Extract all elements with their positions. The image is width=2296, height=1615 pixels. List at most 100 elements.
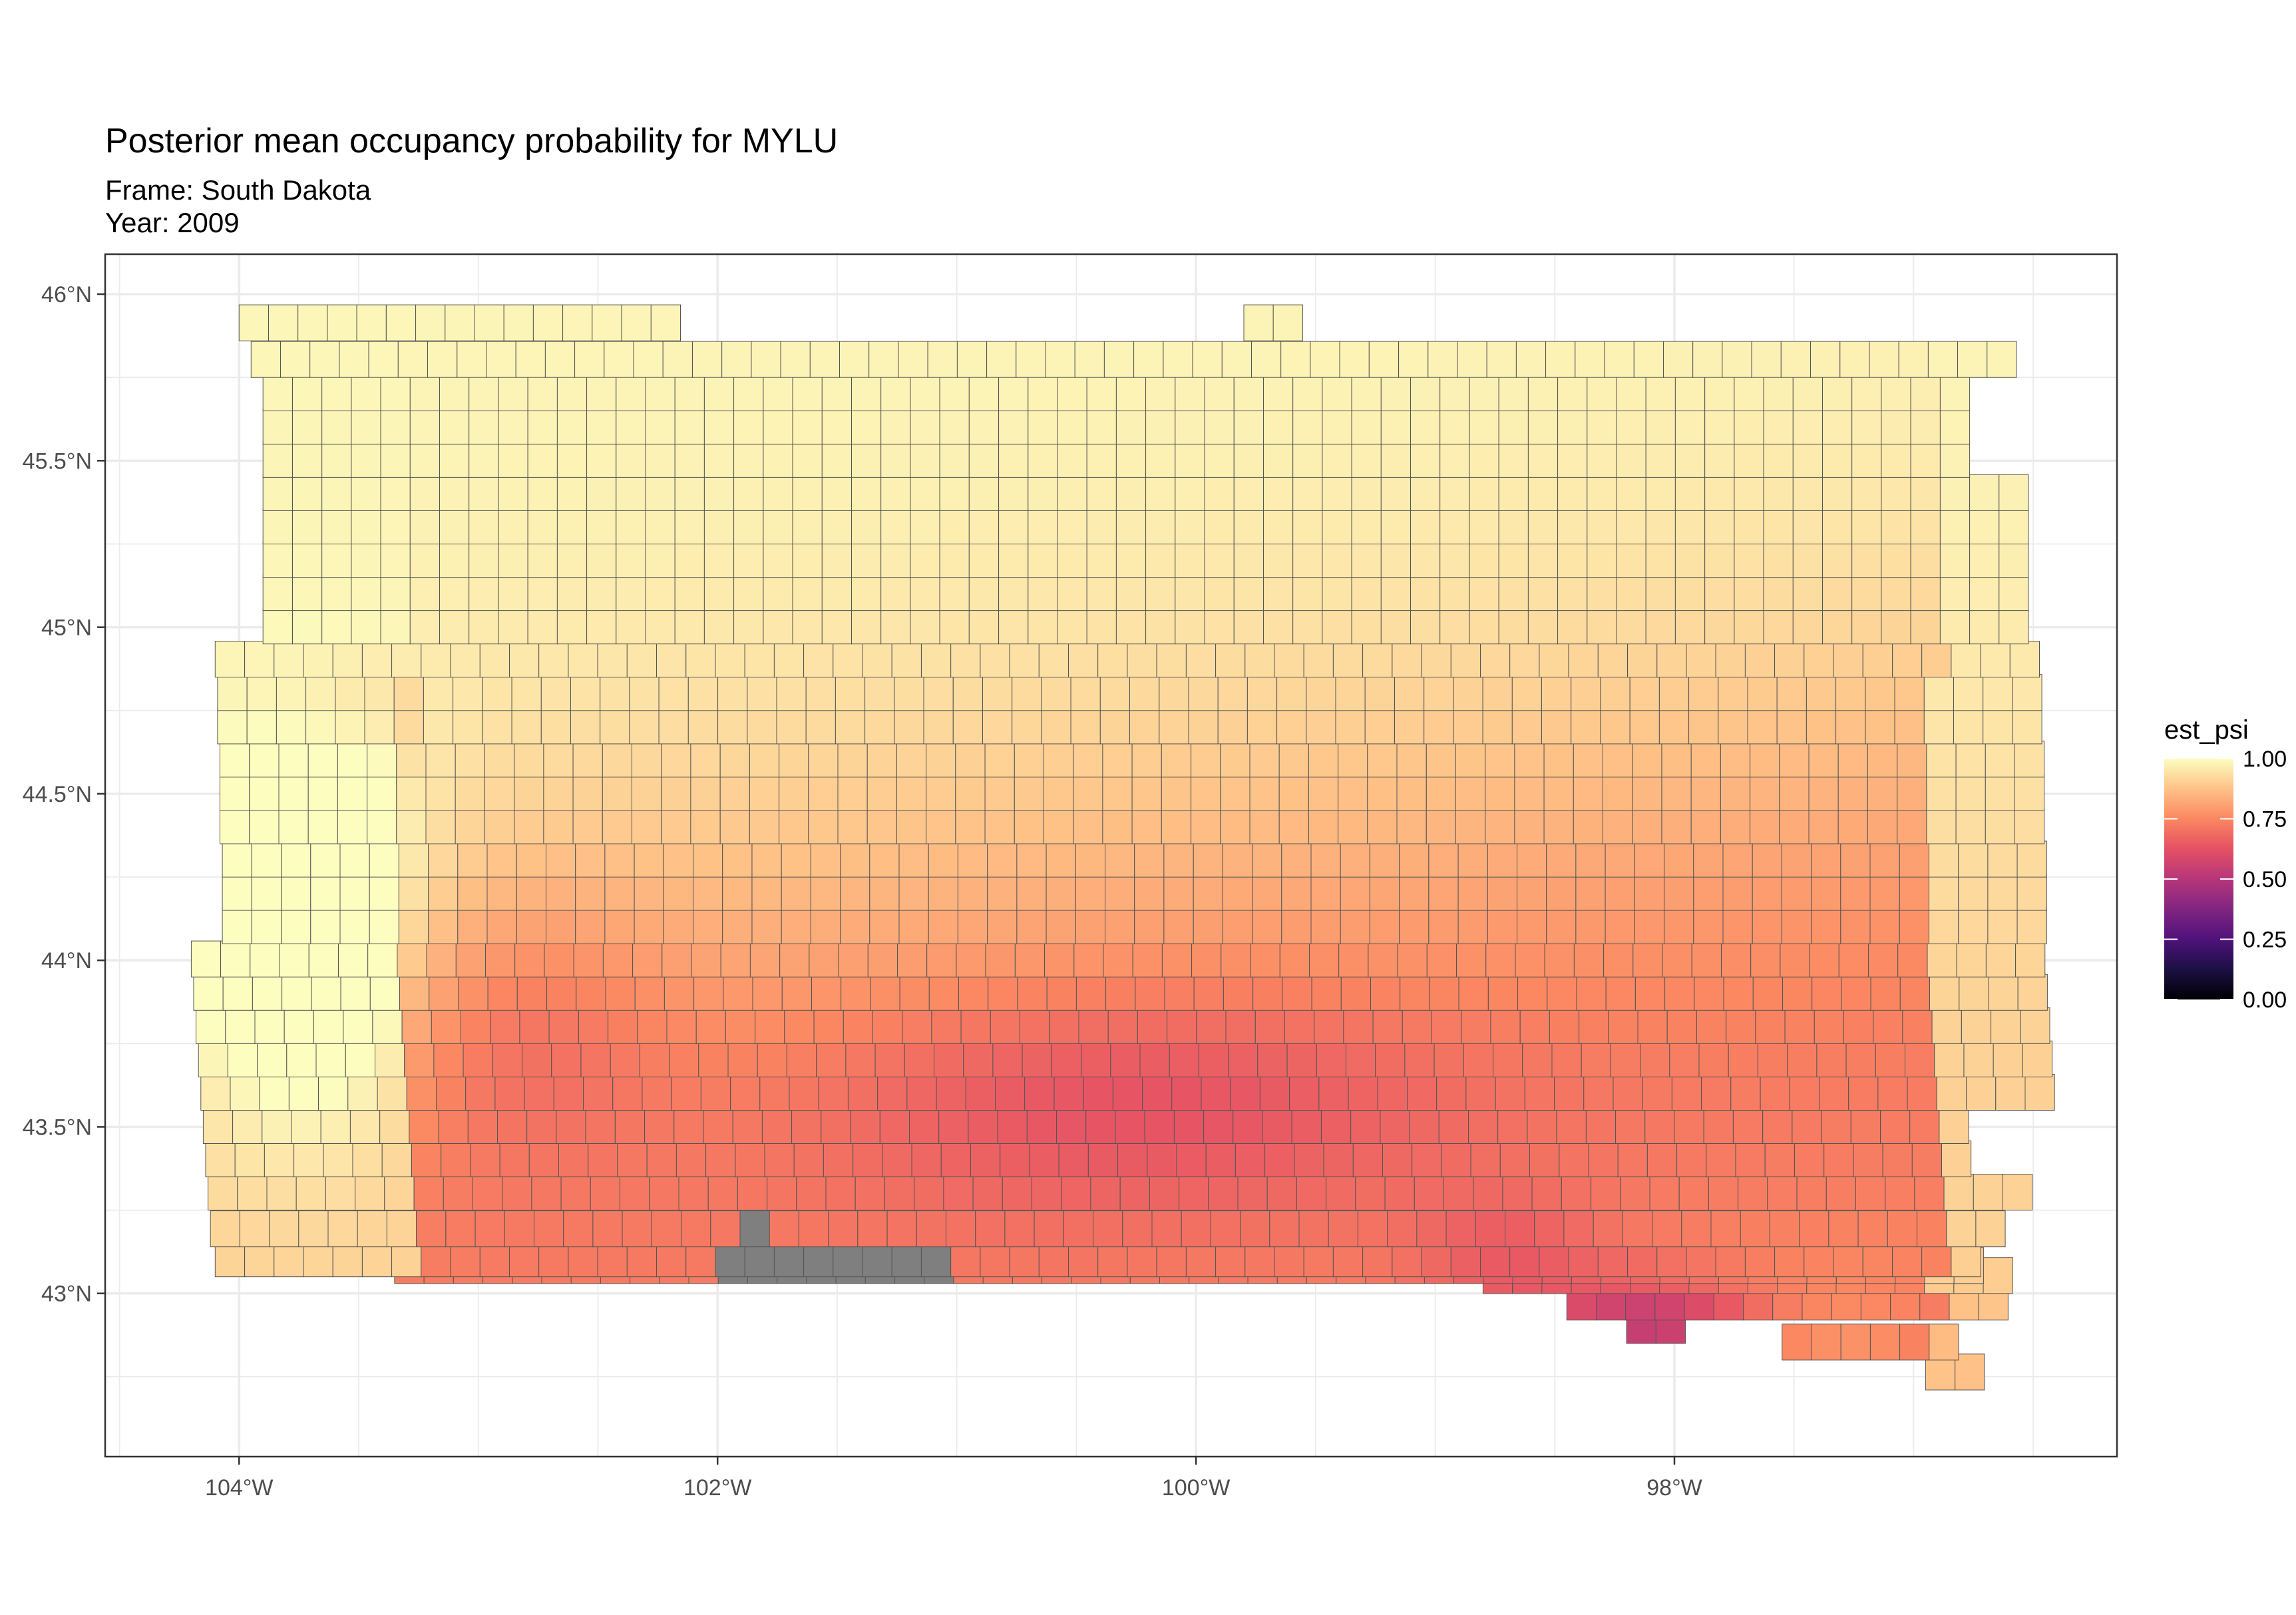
grid-cell <box>1923 707 1955 745</box>
grid-cell <box>321 374 352 411</box>
grid-cell <box>1233 474 1264 512</box>
grid-cell <box>1469 407 1499 445</box>
grid-cell <box>792 541 823 578</box>
grid-cell <box>985 940 1016 978</box>
grid-cell <box>1115 474 1147 512</box>
grid-cell <box>1416 1210 1447 1248</box>
grid-cell <box>369 974 400 1011</box>
grid-cell <box>522 1040 552 1077</box>
grid-cell <box>1322 541 1352 578</box>
grid-cell <box>828 1210 859 1248</box>
grid-cell <box>409 474 440 512</box>
grid-cell <box>1608 1007 1638 1044</box>
grid-cell <box>1485 774 1515 811</box>
grid-cell <box>1722 907 1753 944</box>
legend-label: 0.00 <box>2243 987 2287 1013</box>
grid-cell <box>1502 1174 1533 1211</box>
grid-cell <box>1527 1107 1557 1145</box>
grid-cell <box>1693 874 1724 911</box>
grid-cell <box>869 840 900 878</box>
grid-cell <box>1012 707 1042 745</box>
grid-cell <box>899 974 930 1011</box>
grid-cell <box>674 608 705 645</box>
grid-cell <box>1726 1007 1756 1044</box>
grid-cell <box>1498 474 1529 512</box>
grid-cell <box>958 874 988 911</box>
grid-cell <box>1439 474 1470 512</box>
grid-cell <box>556 541 588 578</box>
grid-cell <box>821 374 853 411</box>
grid-cell <box>1020 1007 1050 1044</box>
grid-cell <box>1999 507 2029 545</box>
grid-cell <box>1804 641 1834 678</box>
grid-cell <box>923 674 954 711</box>
grid-cell <box>586 474 617 512</box>
grid-cell <box>1335 707 1366 745</box>
grid-cell <box>244 641 275 678</box>
grid-cell <box>1661 774 1692 811</box>
grid-cell <box>733 574 764 612</box>
grid-cell <box>234 1141 265 1178</box>
grid-cell <box>1823 1141 1854 1178</box>
grid-cell <box>998 608 1029 645</box>
grid-cell <box>321 407 352 445</box>
grid-cell <box>886 1210 917 1248</box>
grid-cell <box>1032 1174 1062 1211</box>
grid-cell <box>1734 374 1764 411</box>
grid-cell <box>1208 1174 1239 1211</box>
grid-cell <box>1710 1210 1741 1248</box>
grid-cell <box>1696 1007 1727 1044</box>
grid-cell <box>616 474 646 512</box>
grid-cell <box>1561 1174 1592 1211</box>
grid-cell <box>281 874 311 911</box>
grid-cell <box>1204 507 1235 545</box>
grid-cell <box>1257 1040 1288 1077</box>
grid-cell <box>955 774 986 811</box>
grid-cell <box>1144 1107 1175 1145</box>
grid-cell <box>939 574 970 612</box>
grid-cell <box>1322 574 1352 612</box>
grid-cell <box>950 641 981 678</box>
grid-cell <box>1810 341 1841 378</box>
grid-cell <box>910 474 940 512</box>
grid-cell <box>1910 374 1941 411</box>
grid-cell <box>1902 1007 1933 1044</box>
grid-cell <box>733 441 764 478</box>
grid-cell <box>1328 1210 1358 1248</box>
grid-cell <box>1351 407 1382 445</box>
grid-cell <box>1073 940 1104 978</box>
grid-cell <box>1957 341 1988 378</box>
grid-cell <box>717 707 748 745</box>
grid-cell <box>1821 1107 1851 1145</box>
grid-cell <box>436 1073 467 1111</box>
grid-cell <box>1894 674 1925 711</box>
grid-cell <box>1237 1174 1268 1211</box>
grid-cell <box>1243 304 1274 341</box>
grid-cell <box>1367 807 1398 844</box>
grid-cell <box>230 1073 260 1111</box>
grid-cell <box>1632 774 1662 811</box>
grid-cell <box>404 1040 435 1077</box>
grid-cell <box>1233 574 1264 612</box>
grid-cell <box>904 1040 935 1077</box>
grid-cell <box>703 1107 733 1145</box>
grid-cell <box>526 1107 557 1145</box>
grid-cell <box>634 840 664 878</box>
grid-cell <box>1946 1210 1977 1248</box>
grid-cell <box>1571 707 1601 745</box>
grid-cell <box>733 374 764 411</box>
grid-cell <box>1575 341 1605 378</box>
grid-cell <box>1983 1257 2013 1294</box>
grid-cell <box>792 441 823 478</box>
grid-cell <box>810 907 841 944</box>
grid-cell <box>1463 1040 1494 1077</box>
grid-cell <box>1410 474 1441 512</box>
grid-cell <box>351 407 381 445</box>
grid-cell <box>1175 407 1205 445</box>
grid-cell <box>602 807 632 844</box>
grid-cell <box>1131 741 1162 778</box>
grid-cell <box>703 507 735 545</box>
grid-cell <box>1792 1107 1822 1145</box>
grid-cell <box>1999 574 2029 612</box>
grid-cell <box>1161 741 1192 778</box>
